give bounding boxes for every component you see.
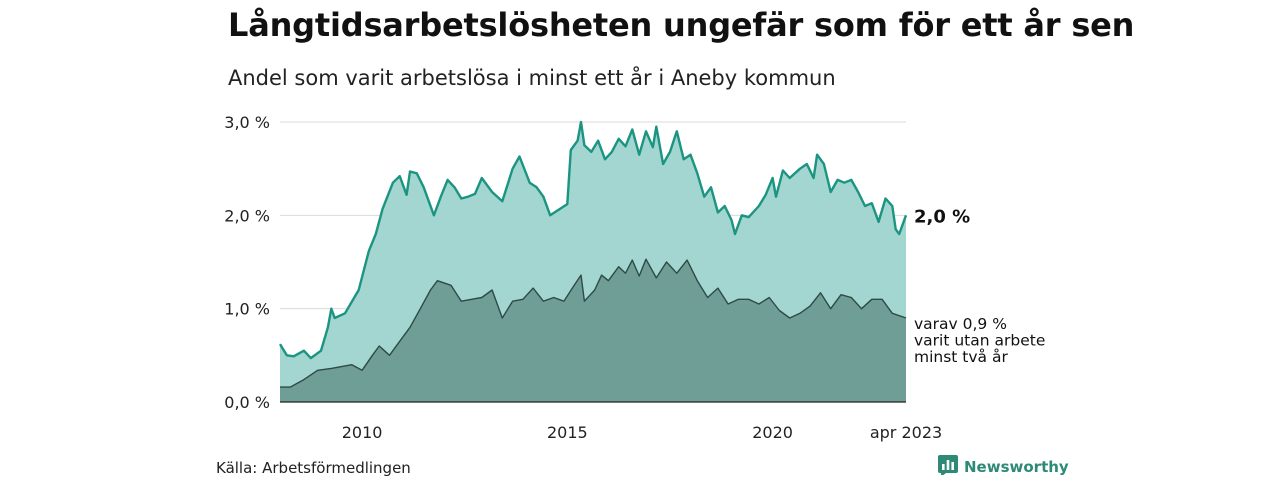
x-tick-label: 2010: [342, 423, 383, 442]
chart-subtitle: Andel som varit arbetslösa i minst ett å…: [228, 66, 836, 90]
series-end-label-total: 2,0 %: [914, 206, 970, 227]
series-area-two-years: [280, 259, 906, 402]
x-tick-label: 2015: [547, 423, 588, 442]
source-note: Källa: Arbetsförmedlingen: [216, 459, 411, 477]
series-line-total: [278, 120, 908, 360]
chart-title: Långtidsarbetslösheten ungefär som för e…: [228, 6, 1135, 44]
y-tick-label: 3,0 %: [224, 113, 270, 132]
x-tick-label: 2020: [752, 423, 793, 442]
series-end-label-two-years: varit utan arbete: [914, 332, 1045, 350]
x-tick-label: apr 2023: [870, 423, 942, 442]
brand-name: Newsworthy: [964, 458, 1069, 476]
series-end-label-two-years: varav 0,9 %: [914, 315, 1007, 333]
y-tick-label: 0,0 %: [224, 393, 270, 412]
series-line-two-years: [280, 258, 907, 388]
chart-areas: [278, 120, 908, 403]
series-end-label-two-years: minst två år: [914, 348, 1008, 366]
brand-logo[interactable]: Newsworthy: [938, 455, 1069, 479]
y-tick-label: 1,0 %: [224, 300, 270, 319]
newsworthy-chart-logo-icon: [938, 455, 958, 479]
y-tick-label: 2,0 %: [224, 206, 270, 225]
chart-labels: 0,0 % 1,0 % 2,0 % 3,0 % 2010 2015 2020 apr 2023…: [224, 113, 1045, 442]
